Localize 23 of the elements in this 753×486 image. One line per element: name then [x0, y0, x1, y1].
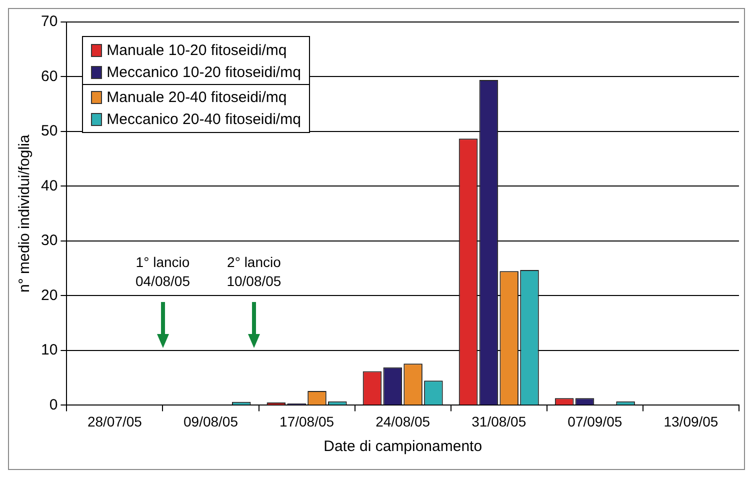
y-tick-label: 50	[40, 122, 58, 140]
y-tick-label: 10	[40, 342, 58, 359]
legend-label: Manuale 20-40 fitoseidi/mq	[106, 88, 287, 106]
y-tick-label: 30	[40, 232, 58, 250]
annotation: 1° lancio 04/08/05	[135, 254, 190, 290]
y-tick-label: 0	[49, 396, 58, 414]
legend-label: Manuale 10-20 fitoseidi/mq	[106, 42, 287, 58]
x-tick-label: 31/08/05	[472, 413, 526, 430]
x-axis-title: Date di campionamento	[324, 438, 482, 456]
y-tick-label: 70	[40, 13, 58, 30]
x-tick-label: 17/08/05	[280, 413, 334, 430]
y-tick-label: 40	[40, 177, 58, 194]
x-tick-label: 13/09/05	[664, 413, 718, 430]
x-tick-label: 28/07/05	[87, 413, 142, 430]
y-tick-label: 20	[40, 286, 58, 304]
legend-label: Meccanico 10-20 fitoseidi/mq	[106, 64, 301, 80]
x-tick-label: 07/09/05	[568, 413, 622, 430]
y-tick-label: 60	[40, 68, 58, 85]
x-tick-label: 09/08/05	[184, 413, 238, 430]
x-tick-label: 24/08/05	[376, 413, 430, 430]
annotation: 2° lancio 10/08/05	[226, 254, 282, 290]
y-axis-title: n° medio individui/foglia	[16, 134, 34, 292]
legend-label: Meccanico 20-40 fitoseidi/mq	[106, 110, 301, 128]
